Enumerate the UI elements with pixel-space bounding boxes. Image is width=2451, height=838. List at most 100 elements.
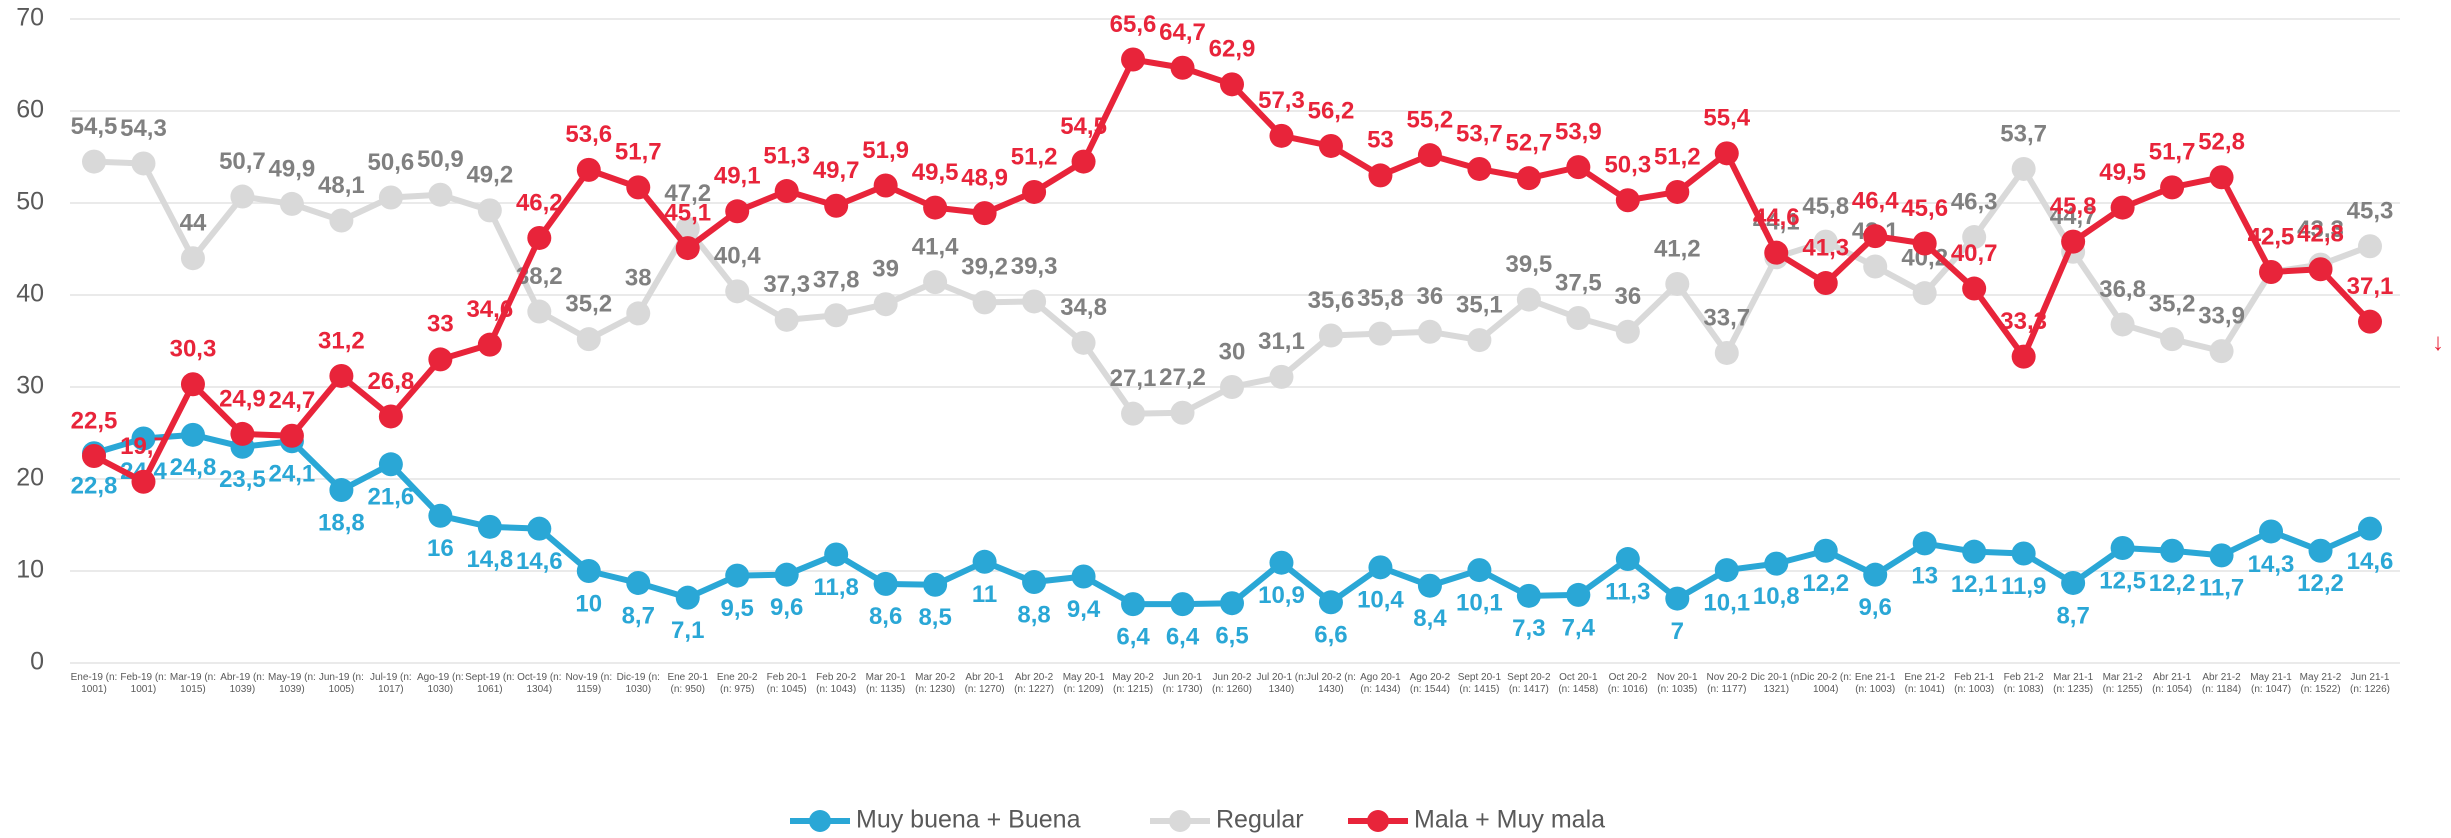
point — [576, 327, 601, 352]
data-label: 30,3 — [170, 336, 217, 363]
point — [1566, 306, 1591, 330]
data-label: 39,5 — [1506, 251, 1553, 278]
point — [923, 195, 948, 220]
data-label: 37,8 — [813, 267, 860, 294]
data-label: 49,9 — [269, 155, 316, 182]
x-tick-label: Oct 20-1 (n: 1458) — [1558, 672, 1599, 695]
point — [329, 363, 354, 388]
point — [2209, 339, 2234, 364]
data-label: 49,7 — [813, 157, 860, 184]
data-label: 45,3 — [2347, 198, 2394, 225]
point — [1417, 573, 1442, 598]
x-tick-label: Nov 20-2 (n: 1177) — [1706, 672, 1748, 695]
point — [576, 559, 601, 583]
point — [1269, 550, 1294, 575]
point — [824, 542, 849, 567]
data-label: 56,2 — [1308, 97, 1355, 124]
point — [2209, 165, 2234, 190]
point — [428, 503, 453, 528]
point — [1764, 240, 1789, 265]
x-tick-label: May 21-2 (n: 1522) — [2299, 672, 2342, 695]
point — [2011, 344, 2036, 369]
data-label: 10,9 — [1258, 582, 1305, 609]
point — [675, 585, 700, 610]
data-label: 51,7 — [615, 139, 662, 166]
legend-label: Regular — [1216, 806, 1304, 834]
data-label: 9,6 — [770, 594, 803, 621]
x-tick-label: Sept 20-1 (n: 1415) — [1457, 672, 1502, 695]
data-label: 51,3 — [763, 142, 810, 169]
y-tick-label: 20 — [16, 464, 44, 492]
legend-marker — [1367, 810, 1389, 832]
data-label: 50,7 — [219, 148, 266, 175]
x-tick-label: Ago 20-1 (n: 1434) — [1360, 672, 1401, 695]
point — [1813, 229, 1838, 254]
data-label: 8,7 — [2056, 602, 2089, 629]
data-label: 11,8 — [813, 574, 858, 601]
data-label: 22,5 — [71, 407, 118, 434]
x-tick-label: Ene-19 (n: 1001) — [70, 672, 118, 695]
x-tick-label: Jul 20-1 (n: 1340) — [1256, 672, 1307, 695]
point — [1170, 592, 1195, 617]
data-label: 45,8 — [2050, 193, 2097, 220]
series — [82, 422, 2382, 617]
data-label: 50,9 — [417, 146, 464, 173]
annotation: ↓ — [2432, 329, 2444, 356]
point — [2209, 543, 2234, 568]
point — [2110, 536, 2135, 560]
point — [972, 290, 997, 315]
point — [1516, 583, 1541, 608]
x-tick-label: May 21-1 (n: 1047) — [2250, 672, 2292, 695]
data-label: 55,2 — [1407, 107, 1454, 134]
point — [873, 173, 898, 198]
point — [527, 516, 552, 541]
point — [477, 332, 502, 357]
point — [923, 270, 948, 295]
point — [428, 182, 453, 207]
data-label: 35,6 — [1308, 287, 1355, 314]
x-tick-label: Ene 20-1 (n: 950) — [667, 672, 709, 695]
point — [1121, 47, 1146, 72]
point — [1665, 271, 1690, 296]
data-label: 7,1 — [671, 617, 704, 644]
data-label: 14,3 — [2248, 551, 2295, 578]
data-label: 7,4 — [1562, 614, 1596, 641]
point — [1912, 281, 1937, 306]
y-tick-label: 60 — [16, 96, 44, 124]
data-label: 45,1 — [664, 199, 711, 226]
data-label: 51,2 — [1011, 143, 1058, 170]
point — [1714, 340, 1739, 365]
data-label: 6,4 — [1116, 623, 1150, 650]
point — [774, 307, 799, 332]
legend-marker — [1169, 810, 1191, 832]
point — [1170, 55, 1195, 80]
data-label: 33,3 — [2000, 308, 2047, 335]
point — [1467, 558, 1492, 583]
point — [1813, 538, 1838, 563]
x-tick-label: Jun 21-1 (n: 1226) — [2349, 672, 2391, 695]
x-tick-label: Jul-19 (n: 1017) — [370, 672, 412, 695]
data-label: 49,5 — [2099, 159, 2146, 186]
data-label: 39,2 — [961, 254, 1008, 281]
point — [279, 191, 304, 216]
point — [626, 301, 651, 326]
point — [1912, 531, 1937, 556]
data-label: 46,3 — [1951, 188, 1998, 215]
y-tick-label: 40 — [16, 280, 44, 308]
point — [428, 347, 453, 372]
point — [725, 563, 750, 588]
data-label: 11 — [972, 581, 997, 608]
x-tick-label: Oct-19 (n: 1304) — [517, 672, 562, 695]
point — [675, 216, 700, 241]
x-tick-label: Abr-19 (n: 1039) — [220, 672, 265, 695]
data-label: 12,2 — [1802, 570, 1849, 597]
point — [2160, 327, 2185, 352]
point — [1318, 323, 1343, 348]
x-tick-label: Ene 21-2 (n: 1041) — [1904, 672, 1945, 695]
data-label: 51,7 — [2149, 139, 2196, 166]
point — [824, 303, 849, 328]
data-label: 14,8 — [466, 546, 513, 573]
x-tick-label: May-19 (n: 1039) — [268, 672, 316, 695]
data-label: 40,7 — [1951, 240, 1998, 267]
